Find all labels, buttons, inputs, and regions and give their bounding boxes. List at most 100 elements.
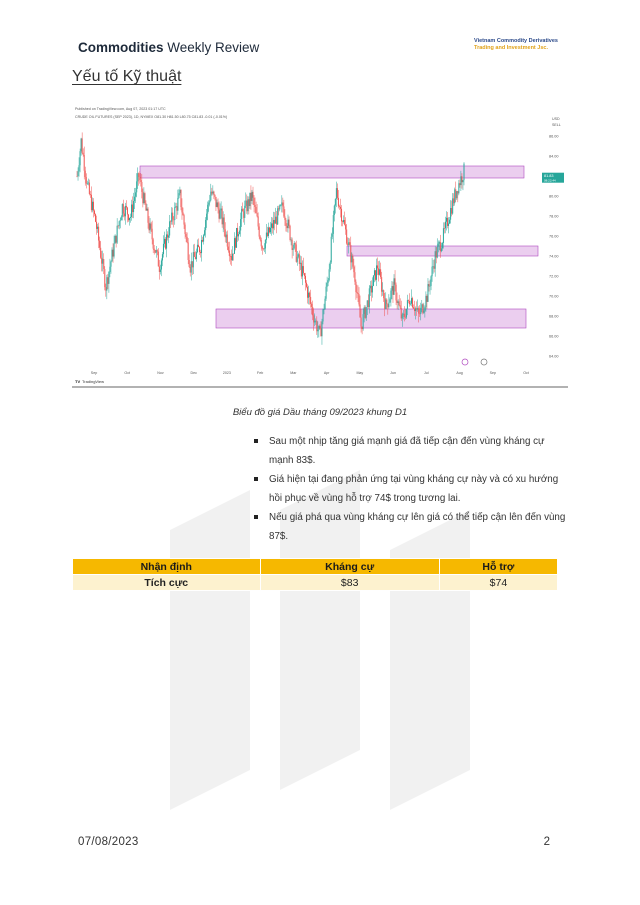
candle-body: [77, 171, 79, 177]
candle-body: [457, 191, 459, 194]
candle-body: [352, 255, 354, 267]
candle-body: [420, 307, 422, 315]
candle-body: [353, 266, 355, 273]
candle-body: [342, 221, 344, 223]
table-row: Tích cực $83 $74: [72, 574, 559, 591]
candle-body: [273, 219, 275, 229]
candle-body: [165, 238, 167, 249]
candle-body: [267, 227, 269, 236]
candle-body: [402, 313, 404, 315]
candle-body: [337, 197, 339, 207]
candle-body: [151, 228, 153, 240]
page-header: Commodities Weekly Review Vietnam Commod…: [78, 38, 558, 60]
candle-body: [386, 299, 388, 305]
candle-body: [237, 228, 239, 237]
candle-body: [318, 325, 320, 330]
tradingview-logo-icon: TV: [75, 379, 80, 384]
candle-body: [314, 320, 316, 323]
candle-body: [241, 208, 243, 219]
candle-body: [112, 249, 114, 257]
x-tick-label: Sep: [91, 371, 97, 375]
candle-body: [163, 238, 165, 244]
candle-body: [78, 165, 80, 172]
candle-body: [264, 239, 266, 249]
company-name: Vietnam Commodity Derivatives Trading an…: [474, 38, 558, 52]
candle-body: [216, 202, 218, 207]
candle-body: [418, 308, 420, 314]
candle-body: [171, 212, 173, 222]
cell-support: $74: [438, 574, 559, 591]
y-tick-label: 86.00: [549, 135, 559, 139]
candle-body: [143, 193, 145, 204]
candle-body: [450, 207, 452, 220]
candle-body: [119, 220, 121, 222]
brand-rest: Weekly Review: [163, 40, 260, 55]
candle-body: [170, 221, 172, 222]
candle-body: [339, 206, 341, 209]
candle-body: [451, 207, 453, 214]
candle-body: [460, 176, 462, 186]
candle-body: [289, 225, 291, 241]
candle-body: [293, 243, 295, 249]
candle-body: [459, 183, 461, 186]
candle-body: [201, 239, 203, 254]
candle-body: [436, 246, 438, 258]
x-tick-label: Mar: [290, 371, 297, 375]
candle-body: [108, 271, 110, 284]
candle-body: [449, 219, 451, 224]
candle-body: [427, 284, 429, 302]
candle-body: [286, 225, 288, 229]
zone-resistance: [139, 165, 525, 179]
candle-body: [213, 191, 215, 195]
candle-body: [106, 277, 108, 291]
candle-body: [232, 253, 234, 255]
candle-body: [133, 201, 135, 213]
chart-caption: Biểu đồ giá Dầu tháng 09/2023 khung D1: [232, 407, 408, 418]
candle-body: [253, 197, 255, 206]
candle-body: [104, 269, 106, 288]
section-title: Yếu tố Kỹ thuật: [72, 68, 182, 85]
event-marker-icon[interactable]: [480, 358, 488, 366]
candle-body: [162, 243, 164, 255]
candle-body: [186, 236, 188, 243]
event-marker-icon[interactable]: [461, 358, 469, 366]
candle-body: [416, 308, 418, 310]
candle-body: [383, 290, 385, 299]
candle-body: [440, 248, 442, 252]
candle-body: [403, 313, 405, 317]
candle-body: [184, 224, 186, 235]
candle-body: [176, 206, 178, 211]
candle-body: [148, 222, 150, 231]
candle-body: [456, 191, 458, 199]
candle-body: [242, 208, 244, 212]
candle-body: [376, 265, 378, 280]
candle-body: [167, 234, 169, 238]
candle-body: [431, 266, 433, 277]
candle-body: [156, 250, 158, 252]
candle-body: [302, 266, 304, 274]
candle-body: [371, 285, 373, 293]
candle-body: [458, 183, 460, 194]
candle-body: [256, 213, 258, 217]
candle-body: [190, 261, 192, 273]
candle-body: [346, 229, 348, 244]
candle-body: [296, 256, 298, 262]
y-tick-label: 84.00: [549, 155, 559, 159]
candle-body: [284, 216, 286, 220]
candle-body: [307, 286, 309, 298]
candle-body: [324, 298, 326, 310]
candle-body: [311, 303, 313, 307]
x-axis: Sep Oct Nov Dec 2023 Feb Mar Apr May Jun Jul Aug Sep…: [91, 371, 529, 375]
candle-body: [155, 250, 157, 253]
candle-body: [159, 269, 161, 272]
header-outlook: Nhận định: [72, 558, 261, 575]
candle-body: [392, 286, 394, 295]
candle-body: [189, 266, 191, 273]
candle-body: [92, 201, 94, 211]
candle-body: [320, 328, 322, 337]
candle-body: [366, 300, 368, 308]
candle-body: [355, 281, 357, 293]
candle-body: [283, 206, 285, 217]
candle-body: [396, 300, 398, 303]
candle-body: [144, 193, 146, 204]
